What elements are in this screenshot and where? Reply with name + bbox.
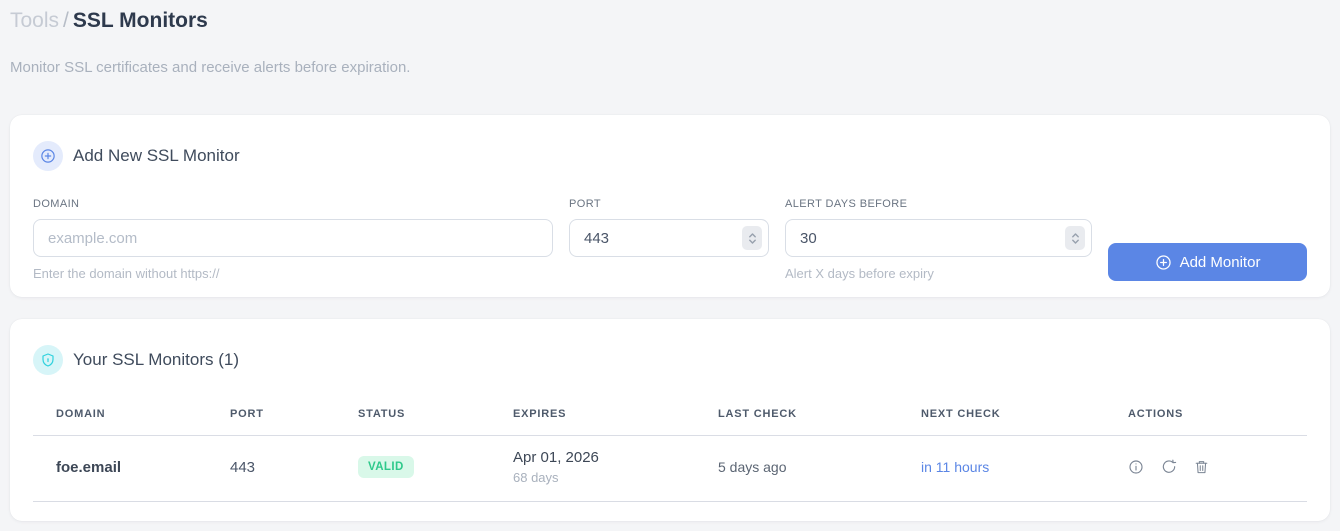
monitor-port: 443 bbox=[207, 435, 335, 502]
domain-label: DOMAIN bbox=[33, 198, 80, 210]
breadcrumb-tools-link[interactable]: Tools bbox=[10, 9, 60, 32]
page-subtitle: Monitor SSL certificates and receive ale… bbox=[10, 59, 411, 76]
monitors-card-title: Your SSL Monitors (1) bbox=[73, 350, 239, 369]
table-row: foe.email 443 VALID Apr 01, 2026 68 days… bbox=[33, 435, 1307, 502]
monitor-actions-cell bbox=[1105, 435, 1307, 502]
column-header-actions: ACTIONS bbox=[1105, 375, 1307, 436]
monitors-card-header: Your SSL Monitors (1) bbox=[33, 345, 1307, 375]
refresh-button[interactable] bbox=[1161, 459, 1177, 475]
info-icon bbox=[1129, 460, 1143, 474]
table-header-row: DOMAIN PORT STATUS EXPIRES LAST CHECK NE… bbox=[33, 375, 1307, 436]
monitor-next-check: in 11 hours bbox=[898, 435, 1105, 502]
expires-date: Apr 01, 2026 bbox=[513, 449, 599, 466]
domain-input[interactable] bbox=[33, 219, 553, 257]
info-button[interactable] bbox=[1128, 459, 1144, 475]
domain-helper-text: Enter the domain without https:// bbox=[33, 266, 220, 281]
port-input[interactable] bbox=[569, 219, 769, 257]
alert-days-field-group: ALERT DAYS BEFORE Alert X days before ex… bbox=[785, 198, 1092, 281]
alert-days-stepper[interactable] bbox=[1065, 226, 1085, 250]
column-header-last-check: LAST CHECK bbox=[695, 375, 898, 436]
refresh-icon bbox=[1162, 459, 1177, 473]
column-header-status: STATUS bbox=[335, 375, 490, 436]
alert-days-helper-text: Alert X days before expiry bbox=[785, 266, 934, 281]
add-monitor-card-header: Add New SSL Monitor bbox=[33, 141, 1307, 171]
alert-days-label: ALERT DAYS BEFORE bbox=[785, 198, 908, 210]
circle-plus-icon bbox=[1155, 254, 1171, 270]
monitor-status-cell: VALID bbox=[335, 435, 490, 502]
status-badge: VALID bbox=[358, 456, 414, 478]
alert-days-input[interactable] bbox=[785, 219, 1092, 257]
circle-plus-icon bbox=[33, 141, 63, 171]
port-stepper[interactable] bbox=[742, 226, 762, 250]
stepper-chevrons-icon bbox=[748, 232, 756, 244]
delete-button[interactable] bbox=[1194, 459, 1209, 475]
monitor-domain: foe.email bbox=[33, 435, 207, 502]
shield-icon bbox=[33, 345, 63, 375]
monitors-table: DOMAIN PORT STATUS EXPIRES LAST CHECK NE… bbox=[33, 375, 1307, 502]
add-monitor-card-title: Add New SSL Monitor bbox=[73, 146, 240, 165]
monitor-last-check: 5 days ago bbox=[695, 435, 898, 502]
breadcrumb-separator: / bbox=[63, 9, 69, 32]
column-header-port: PORT bbox=[207, 375, 335, 436]
stepper-chevrons-icon bbox=[1071, 232, 1079, 244]
add-monitor-button[interactable]: Add Monitor bbox=[1108, 243, 1307, 281]
breadcrumb: Tools / SSL Monitors bbox=[10, 8, 1330, 34]
page-title: SSL Monitors bbox=[72, 9, 208, 32]
domain-field-group: DOMAIN Enter the domain without https:// bbox=[33, 198, 553, 281]
column-header-domain: DOMAIN bbox=[33, 375, 207, 436]
expires-days-remaining: 68 days bbox=[513, 470, 559, 485]
port-field-group: PORT bbox=[569, 198, 769, 281]
add-monitor-button-label: Add Monitor bbox=[1179, 253, 1261, 271]
add-monitor-form: DOMAIN Enter the domain without https://… bbox=[33, 198, 1307, 281]
monitors-card: Your SSL Monitors (1) DOMAIN PORT STATUS… bbox=[10, 319, 1330, 521]
column-header-expires: EXPIRES bbox=[490, 375, 695, 436]
add-monitor-card: Add New SSL Monitor DOMAIN Enter the dom… bbox=[10, 115, 1330, 297]
column-header-next-check: NEXT CHECK bbox=[898, 375, 1105, 436]
monitor-expires-cell: Apr 01, 2026 68 days bbox=[490, 435, 695, 502]
trash-icon bbox=[1195, 461, 1208, 474]
port-label: PORT bbox=[569, 198, 601, 210]
add-monitor-button-wrap: Add Monitor bbox=[1108, 198, 1307, 281]
